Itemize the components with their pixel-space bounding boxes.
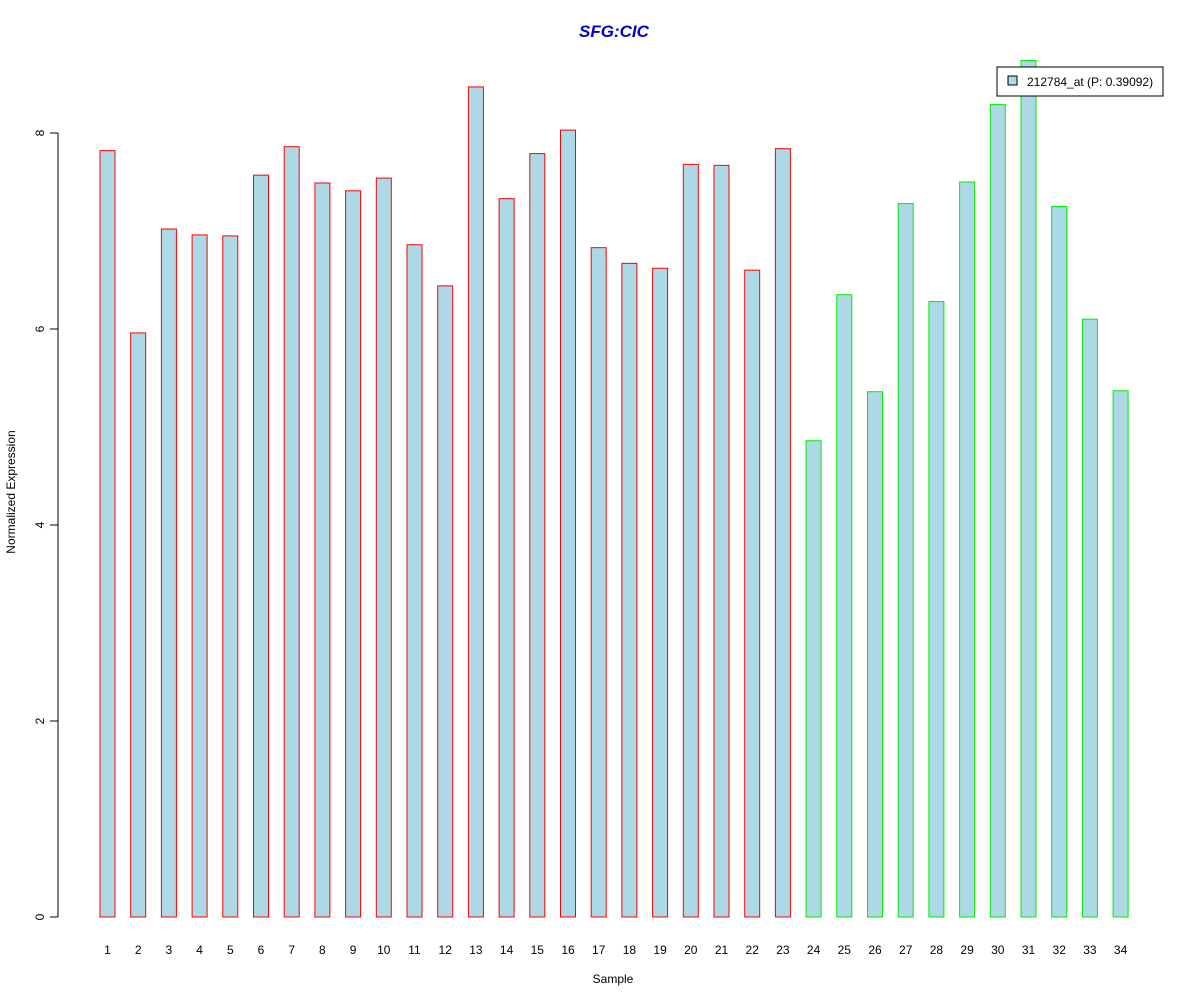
x-tick-label-32: 32: [1053, 943, 1067, 957]
x-tick-label-13: 13: [469, 943, 483, 957]
bar-sample-24: [805, 440, 822, 918]
bar-sample-20: [682, 163, 699, 918]
bar-sample-15: [529, 153, 546, 918]
x-tick-label-14: 14: [500, 943, 514, 957]
x-tick-label-28: 28: [930, 943, 944, 957]
bar-sample-21: [713, 164, 730, 918]
bar-sample-10: [375, 177, 392, 918]
bar-sample-18: [621, 262, 638, 918]
x-tick-label-9: 9: [350, 943, 357, 957]
x-tick-label-20: 20: [684, 943, 698, 957]
x-tick-label-16: 16: [561, 943, 575, 957]
bar-sample-25: [836, 294, 853, 918]
bar-sample-26: [867, 391, 883, 918]
bar-sample-5: [222, 235, 239, 918]
bar-sample-7: [283, 146, 300, 918]
x-tick-label-24: 24: [807, 943, 821, 957]
bar-sample-17: [590, 247, 607, 918]
bar-sample-32: [1051, 206, 1068, 918]
x-tick-label-29: 29: [960, 943, 974, 957]
y-tick-label: 4: [33, 521, 47, 528]
x-tick-label-19: 19: [653, 943, 667, 957]
x-tick-label-22: 22: [746, 943, 760, 957]
x-tick-label-1: 1: [104, 943, 111, 957]
x-tick-label-8: 8: [319, 943, 326, 957]
bar-sample-28: [928, 301, 945, 918]
y-tick-label: 6: [33, 325, 47, 332]
bar-sample-16: [560, 129, 576, 918]
bar-sample-8: [314, 182, 331, 918]
bar-sample-29: [959, 181, 976, 918]
x-tick-label-6: 6: [258, 943, 265, 957]
bar-sample-23: [774, 148, 791, 918]
bar-sample-30: [989, 104, 1006, 918]
x-tick-label-25: 25: [838, 943, 852, 957]
bar-sample-11: [406, 244, 423, 918]
x-tick-label-18: 18: [623, 943, 637, 957]
bar-sample-22: [744, 269, 761, 918]
bar-sample-13: [467, 86, 484, 918]
legend-box: [996, 66, 1164, 97]
x-tick-label-26: 26: [868, 943, 882, 957]
legend: 212784_at (P: 0.39092): [996, 66, 1164, 97]
x-tick-label-30: 30: [991, 943, 1005, 957]
x-tick-label-31: 31: [1022, 943, 1036, 957]
bar-sample-12: [437, 285, 454, 918]
x-tick-label-7: 7: [288, 943, 295, 957]
bar-sample-33: [1081, 318, 1098, 918]
bar-sample-2: [130, 332, 147, 918]
x-axis-label: Sample: [593, 972, 634, 986]
x-axis-tick-labels: 1 2 3 4 5 6 7 8 9 10 11 12 13 14 15 16 17 18 19 20 21 22 23 24 2…: [104, 943, 1127, 957]
bar-sample-1: [99, 150, 116, 918]
x-tick-label-17: 17: [592, 943, 606, 957]
bar-sample-9: [345, 190, 362, 918]
y-tick-label: 0: [33, 913, 47, 920]
legend-swatch: [1007, 75, 1018, 86]
x-tick-label-3: 3: [166, 943, 173, 957]
x-tick-label-15: 15: [531, 943, 545, 957]
x-tick-label-10: 10: [377, 943, 391, 957]
x-tick-label-5: 5: [227, 943, 234, 957]
bar-sample-34: [1112, 390, 1129, 918]
bar-sample-27: [897, 203, 914, 918]
bar-sample-19: [652, 267, 669, 918]
x-tick-label-4: 4: [196, 943, 203, 957]
bar-sample-31: [1020, 59, 1037, 918]
x-tick-label-23: 23: [776, 943, 790, 957]
legend-series-name: 212784_at (P: 0.39092): [1027, 75, 1153, 89]
x-tick-label-12: 12: [439, 943, 453, 957]
y-tick-label: 8: [33, 129, 47, 136]
bar-sample-14: [498, 198, 515, 918]
x-tick-label-27: 27: [899, 943, 913, 957]
x-tick-label-11: 11: [408, 943, 421, 957]
x-tick-label-21: 21: [715, 943, 729, 957]
bar-sample-3: [160, 228, 177, 918]
chart-title: SFG:CIC: [579, 22, 650, 41]
bar-sample-6: [253, 174, 269, 918]
y-axis-ticks: 0 2 4 6 8: [33, 129, 58, 920]
y-tick-label: 2: [33, 717, 47, 724]
x-tick-label-34: 34: [1114, 943, 1128, 957]
x-tick-label-33: 33: [1083, 943, 1097, 957]
x-tick-label-2: 2: [135, 943, 142, 957]
bar-sample-4: [191, 234, 208, 918]
y-axis-label: Normalized Expression: [4, 430, 18, 553]
bars: [99, 59, 1129, 918]
